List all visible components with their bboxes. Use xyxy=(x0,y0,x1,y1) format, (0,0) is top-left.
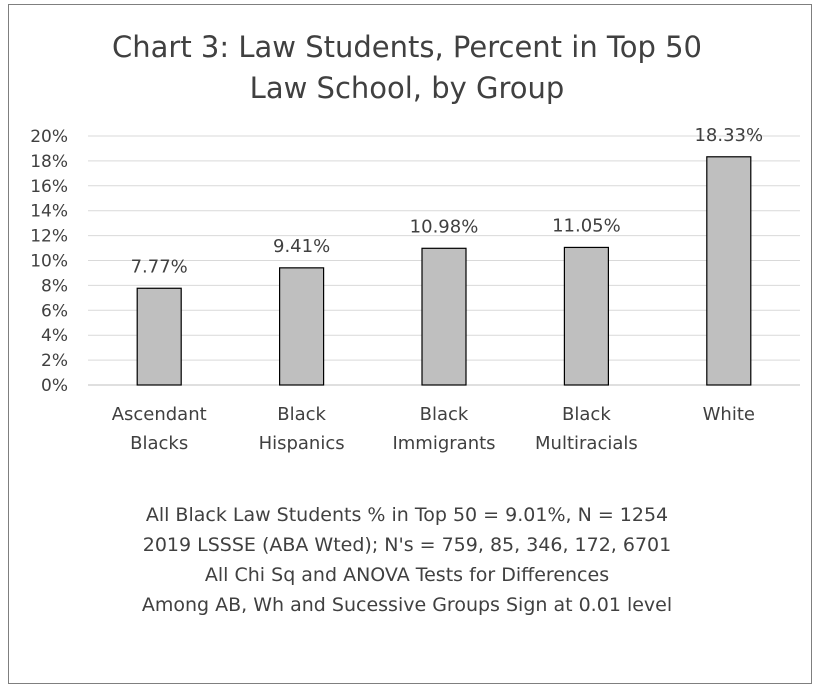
category-label: Hispanics xyxy=(259,433,345,454)
note-line-2: 2019 LSSSE (ABA Wted); N's = 759, 85, 34… xyxy=(142,534,672,556)
data-label: 11.05% xyxy=(552,215,621,236)
y-tick-label: 18% xyxy=(30,152,68,172)
category-label: White xyxy=(703,404,755,425)
category-label: Ascendant xyxy=(112,404,207,425)
bar xyxy=(706,156,752,386)
chart-title-line-1: Chart 3: Law Students, Percent in Top 50 xyxy=(112,30,702,64)
category-label: Immigrants xyxy=(392,433,495,454)
bar xyxy=(279,267,325,386)
note-line-4: Among AB, Wh and Sucessive Groups Sign a… xyxy=(141,594,673,616)
y-tick-label: 14% xyxy=(30,202,68,222)
category-label: Blacks xyxy=(130,433,188,454)
category-label: Black xyxy=(420,404,469,425)
chart-title-line-2: Law School, by Group xyxy=(249,71,565,105)
y-tick-label: 10% xyxy=(30,252,68,272)
category-label: Black xyxy=(277,404,326,425)
bar xyxy=(563,246,610,386)
y-tick-label: 4% xyxy=(41,326,68,346)
note-line-1: All Black Law Students % in Top 50 = 9.0… xyxy=(145,504,669,526)
y-tick-label: 6% xyxy=(41,301,68,321)
bar xyxy=(421,247,467,386)
y-tick-label: 0% xyxy=(41,376,68,396)
data-label: 9.41% xyxy=(273,236,330,257)
note-line-3: All Chi Sq and ANOVA Tests for Differenc… xyxy=(204,564,610,586)
data-label: 7.77% xyxy=(131,256,188,277)
y-tick-label: 8% xyxy=(41,276,68,296)
y-tick-label: 16% xyxy=(30,177,68,197)
category-label: Black xyxy=(562,404,611,425)
data-label: 18.33% xyxy=(694,125,763,146)
y-tick-label: 2% xyxy=(41,351,68,371)
category-label: Multiracials xyxy=(535,433,638,454)
data-label: 10.98% xyxy=(410,216,479,237)
y-tick-label: 12% xyxy=(30,227,68,247)
bar xyxy=(136,287,182,386)
y-tick-label: 20% xyxy=(30,127,68,147)
